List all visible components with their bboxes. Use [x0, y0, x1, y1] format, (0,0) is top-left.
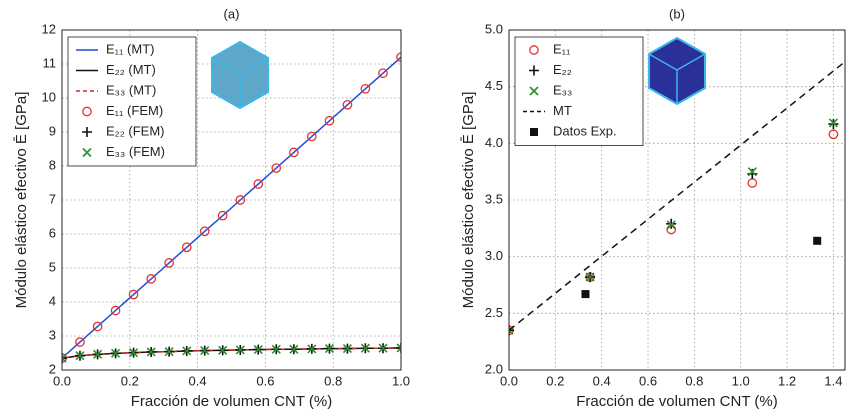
figure: 0.00.20.40.60.81.023456789101112(a)Fracc…	[0, 0, 849, 414]
legend-label: Datos Exp.	[553, 123, 617, 138]
y-tick-label: 3	[49, 327, 56, 342]
legend-label: E₃₃ (FEM)	[106, 144, 165, 159]
x-tick-label: 0.4	[593, 373, 611, 388]
x-tick-label: 1.0	[392, 373, 410, 388]
x-tick-label: 0.6	[256, 373, 274, 388]
y-tick-label: 2.0	[485, 361, 503, 376]
x-axis-label: Fracción de volumen CNT (%)	[576, 393, 777, 410]
x-tick-label: 0.8	[324, 373, 342, 388]
y-tick-label: 10	[42, 89, 56, 104]
y-tick-label: 6	[49, 225, 56, 240]
y-tick-label: 12	[42, 21, 56, 36]
marker-square	[581, 290, 589, 298]
legend: E₁₁ (MT) E₂₂ (MT) E₃₃ (MT) E₁₁ (FEM) E₂₂ (FE…	[68, 37, 196, 166]
x-tick-label: 1.0	[732, 373, 750, 388]
y-axis-label: Módulo elástico efectivo Ē [GPa]	[13, 92, 30, 309]
y-tick-label: 8	[49, 157, 56, 172]
legend-label: E₁₁ (FEM)	[106, 103, 163, 118]
y-tick-label: 3.5	[485, 191, 503, 206]
chart-title: (a)	[224, 6, 240, 21]
y-tick-label: 9	[49, 123, 56, 138]
legend-label: MT	[553, 103, 572, 118]
legend-label: E₃₃ (MT)	[106, 82, 156, 97]
y-tick-label: 4	[49, 293, 56, 308]
legend-label: E₂₂ (FEM)	[106, 123, 164, 138]
x-tick-label: 0.2	[121, 373, 139, 388]
legend-label: E₁₁ (MT)	[106, 41, 154, 56]
legend-swatch	[530, 128, 538, 136]
y-tick-label: 4.0	[485, 135, 503, 150]
x-tick-label: 1.2	[778, 373, 796, 388]
y-tick-label: 3.0	[485, 248, 503, 263]
y-tick-label: 4.5	[485, 78, 503, 93]
y-tick-label: 2.5	[485, 305, 503, 320]
y-tick-label: 11	[43, 55, 57, 70]
legend-label: E₃₃	[553, 82, 572, 97]
x-tick-label: 0.4	[189, 373, 207, 388]
y-tick-label: 7	[49, 191, 56, 206]
chart-title: (b)	[669, 6, 685, 21]
x-tick-label: 1.4	[824, 373, 842, 388]
marker-square	[813, 237, 821, 245]
legend-label: E₂₂ (MT)	[106, 62, 156, 77]
y-tick-label: 5.0	[485, 21, 503, 36]
y-tick-label: 5	[49, 259, 56, 274]
y-tick-label: 2	[49, 361, 56, 376]
x-tick-label: 0.6	[639, 373, 657, 388]
x-axis-label: Fracción de volumen CNT (%)	[131, 393, 332, 410]
legend-label: E₂₂	[553, 62, 572, 77]
legend: E₁₁ E₂₂ E₃₃ MT Datos Exp.	[515, 37, 643, 146]
x-tick-label: 0.2	[546, 373, 564, 388]
x-tick-label: 0.8	[685, 373, 703, 388]
legend-label: E₁₁	[553, 41, 571, 56]
y-axis-label: Módulo elástico efectivo Ē [GPa]	[460, 92, 477, 309]
